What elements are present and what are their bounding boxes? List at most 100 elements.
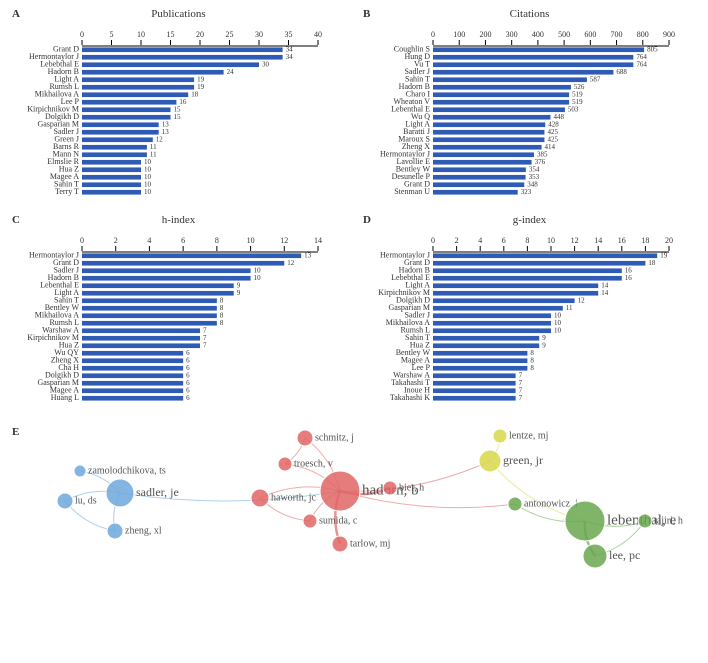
bar-value: 323 [521, 188, 532, 196]
bar-value: 9 [542, 341, 546, 349]
bar [82, 366, 183, 371]
panel-letter: D [363, 214, 371, 226]
bar-value: 18 [648, 259, 656, 267]
bar [82, 55, 283, 60]
bar-name: Stenman U [394, 187, 430, 196]
network-node [57, 493, 73, 509]
bar [433, 182, 524, 187]
bar [82, 167, 141, 172]
bar-value: 764 [636, 60, 647, 68]
bar [82, 306, 217, 311]
bar-value: 12 [287, 259, 295, 267]
bar [433, 396, 516, 401]
bar [82, 92, 188, 97]
bar [433, 107, 565, 112]
panel-title: g-index [361, 214, 698, 226]
bar-value: 7 [519, 394, 523, 402]
figure-page: { "colors": { "bar": "#2e5bb6", "axis": … [0, 0, 708, 608]
bar [82, 396, 183, 401]
svg-text:10: 10 [137, 30, 145, 39]
bar-value: 19 [660, 251, 668, 259]
bar-value: 19 [197, 83, 205, 91]
bar [433, 100, 569, 105]
network-node [107, 523, 123, 539]
svg-text:20: 20 [196, 30, 204, 39]
network-node-label: bier, h [399, 482, 424, 493]
bar [433, 85, 571, 90]
bar [82, 276, 251, 281]
bar [82, 62, 259, 67]
svg-text:400: 400 [532, 30, 544, 39]
bar [433, 328, 551, 333]
network-node [278, 457, 292, 471]
svg-text:0: 0 [80, 30, 84, 39]
network-node-label: green, jr [503, 453, 543, 467]
svg-text:200: 200 [479, 30, 491, 39]
bar-value: 11 [566, 304, 573, 312]
panel-letter: C [12, 214, 20, 226]
svg-text:12: 12 [571, 236, 579, 245]
svg-text:2: 2 [114, 236, 118, 245]
network-node-label: tarlow, mj [350, 538, 390, 549]
svg-text:15: 15 [167, 30, 175, 39]
bar [433, 77, 587, 82]
network-node-label: lu, ds [75, 495, 97, 506]
panel-title: Publications [10, 8, 347, 20]
svg-text:20: 20 [665, 236, 673, 245]
bar [433, 92, 569, 97]
panel-citations: BCitations0100200300400500600700800900Co… [361, 8, 698, 202]
bar-value: 13 [304, 251, 312, 259]
bar [433, 366, 527, 371]
bar [433, 175, 526, 180]
bar [433, 137, 544, 142]
network-node-label: zamolodchikova, ts [88, 465, 166, 476]
bar [82, 268, 251, 273]
bar [433, 62, 633, 67]
panel-letter: A [12, 8, 20, 20]
network-node-label: haworth, jc [271, 492, 317, 503]
svg-text:4: 4 [147, 236, 151, 245]
bar [433, 358, 527, 363]
network-node [508, 497, 522, 511]
bar [82, 130, 159, 135]
bar [82, 190, 141, 195]
bar [433, 190, 518, 195]
bar [82, 182, 141, 187]
bar-value: 24 [227, 68, 235, 76]
bar-value: 6 [186, 394, 190, 402]
bar [82, 70, 224, 75]
panel-title: Citations [361, 8, 698, 20]
bar [82, 328, 200, 333]
network-node [638, 514, 652, 528]
bar [82, 160, 141, 165]
svg-text:900: 900 [663, 30, 675, 39]
bar [82, 152, 147, 157]
bar-value: 12 [156, 135, 164, 143]
svg-text:6: 6 [502, 236, 506, 245]
bar-value: 503 [568, 105, 579, 113]
bar [433, 313, 551, 318]
svg-text:40: 40 [314, 30, 322, 39]
bar [82, 283, 234, 288]
network-node [583, 544, 607, 568]
network-node [303, 514, 317, 528]
svg-text:0: 0 [431, 30, 435, 39]
bar [82, 313, 217, 318]
network-node-label: schmitz, j [315, 432, 354, 443]
panel-letter: B [363, 8, 370, 20]
panel-network: Ezamolodchikova, tslu, dssadler, jezheng… [10, 426, 698, 598]
svg-text:2: 2 [455, 236, 459, 245]
bar [82, 343, 200, 348]
svg-text:8: 8 [525, 236, 529, 245]
bar-value: 15 [174, 113, 182, 121]
bar-value: 34 [286, 53, 294, 61]
network-node-label: troesch, v [294, 458, 333, 469]
svg-text:800: 800 [637, 30, 649, 39]
network-node [297, 430, 313, 446]
svg-text:25: 25 [226, 30, 234, 39]
svg-text:18: 18 [641, 236, 649, 245]
network-node [106, 479, 134, 507]
network-node-label: sadler, je [136, 485, 179, 499]
svg-text:10: 10 [547, 236, 555, 245]
bar [82, 107, 171, 112]
